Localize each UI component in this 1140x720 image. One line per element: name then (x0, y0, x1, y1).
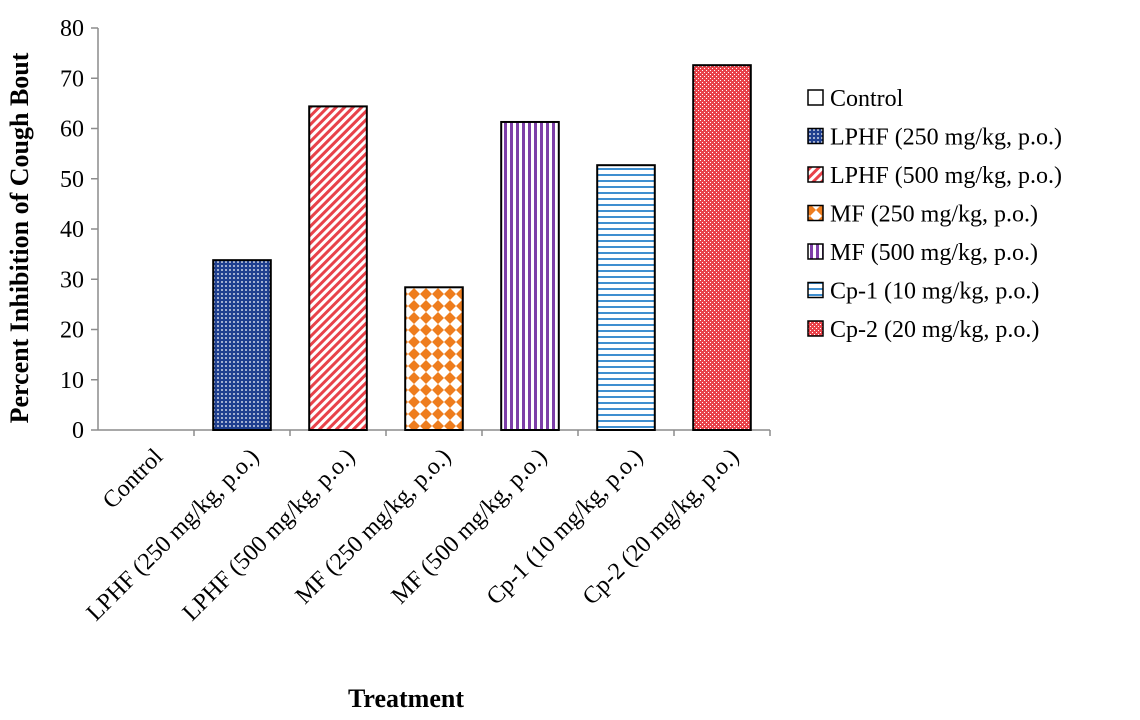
y-axis-title: Percent Inhibition of Cough Bout (5, 52, 34, 423)
bar (692, 64, 752, 431)
y-tick-label: 40 (60, 217, 84, 243)
legend-label: Control (830, 86, 904, 112)
y-tick-label: 10 (60, 368, 84, 394)
legend-swatch (807, 127, 824, 145)
y-tick-label: 20 (60, 318, 84, 344)
y-tick-label: 80 (60, 16, 84, 42)
y-tick-label: 30 (60, 267, 84, 293)
bar (596, 164, 656, 431)
x-tick-label: LPHF (500 mg/kg, p.o.) (178, 444, 360, 626)
legend-label: LPHF (250 mg/kg, p.o.) (830, 125, 1062, 151)
legend-label: MF (250 mg/kg, p.o.) (830, 202, 1038, 228)
legend-swatch (807, 320, 824, 337)
y-axis: 0 10 20 30 40 50 60 70 80 (60, 16, 770, 444)
x-tick-label: LPHF (250 mg/kg, p.o.) (82, 444, 264, 626)
legend-swatch (807, 166, 824, 183)
bars (212, 64, 752, 432)
legend-label: Cp-1 (10 mg/kg, p.o.) (830, 279, 1039, 305)
y-tick-label: 0 (72, 418, 84, 444)
y-tick-label: 50 (60, 167, 84, 193)
bar (308, 105, 368, 431)
x-tick-label: Cp-2 (20 mg/kg, p.o.) (578, 444, 744, 610)
legend-swatch (807, 204, 824, 222)
legend-swatch (807, 243, 824, 260)
bar (404, 286, 464, 432)
y-tick-label: 70 (60, 66, 84, 92)
bar (500, 120, 560, 431)
x-tick-label: MF (500 mg/kg, p.o.) (387, 444, 552, 609)
y-tick-label: 60 (60, 117, 84, 143)
legend-label: LPHF (500 mg/kg, p.o.) (830, 163, 1062, 189)
legend-label: MF (500 mg/kg, p.o.) (830, 240, 1038, 266)
x-axis-title: Treatment (348, 684, 464, 713)
legend-label: Cp-2 (20 mg/kg, p.o.) (830, 317, 1039, 343)
x-tick-label: Control (98, 444, 168, 514)
bar (212, 259, 272, 431)
legend-swatch (807, 281, 824, 299)
x-tick-label: Cp-1 (10 mg/kg, p.o.) (482, 444, 648, 610)
legend-swatch (807, 89, 824, 106)
x-tick-label: MF (250 mg/kg, p.o.) (291, 444, 456, 609)
legend: Control LPHF (250 mg/kg, p.o.) LPHF (500 m… (807, 86, 1062, 343)
